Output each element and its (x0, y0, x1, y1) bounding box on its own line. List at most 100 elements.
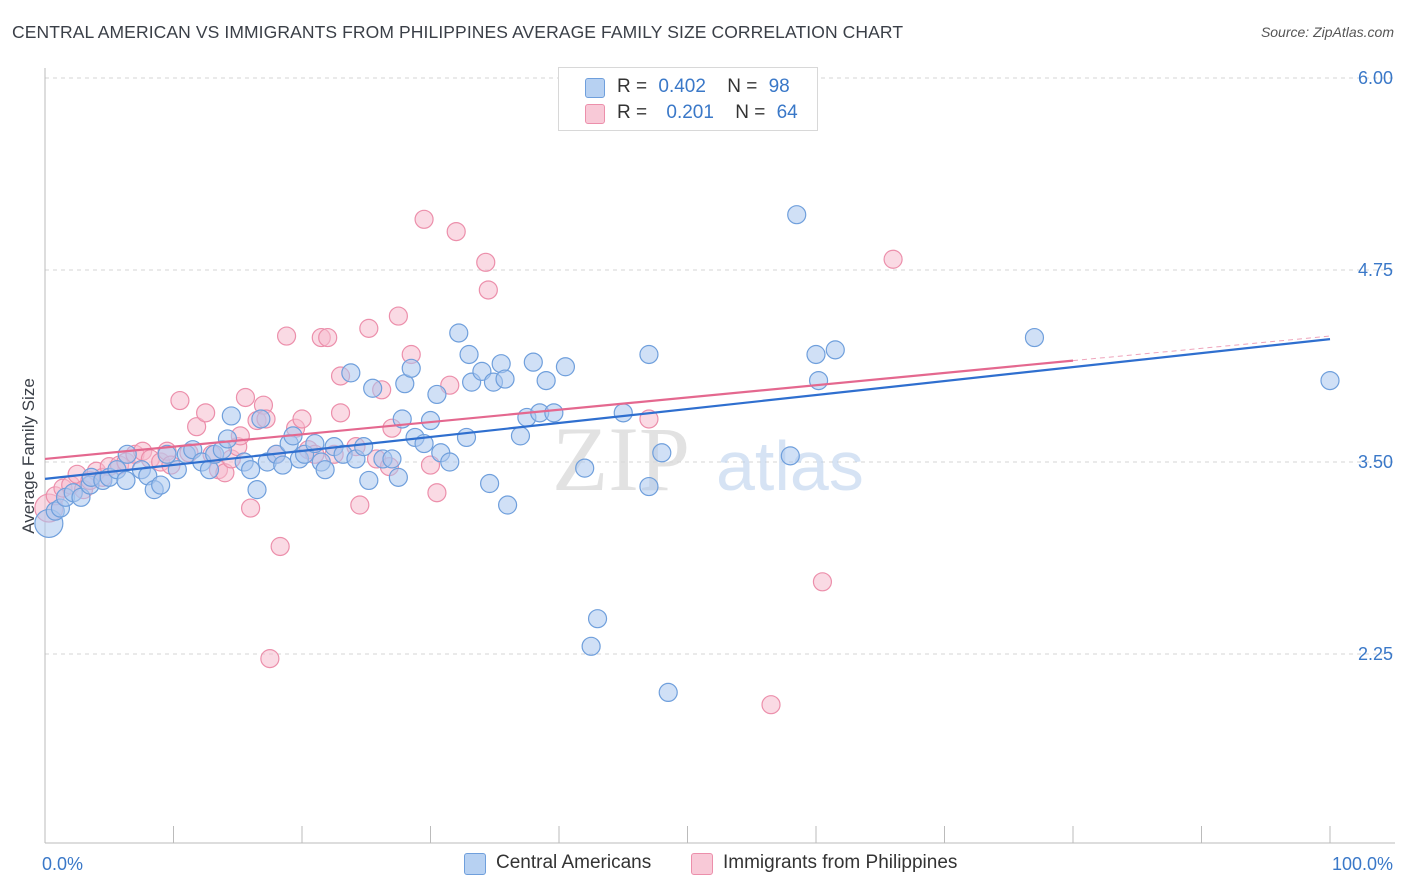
central-american-point-62 (459, 344, 479, 365)
central-american-point-91 (1320, 370, 1340, 391)
philippines-point-61 (478, 280, 498, 300)
central-american-point-74 (536, 370, 556, 391)
philippines-point-47 (350, 495, 370, 515)
y-axis-label: Average Family Size (19, 378, 38, 534)
philippines-point-33 (260, 649, 280, 669)
philippines-point-18 (170, 390, 190, 411)
central-american-point-11 (116, 470, 136, 491)
philippines-point-57 (427, 483, 447, 503)
trend-lines (44, 335, 1331, 480)
central-american-point-28 (241, 460, 261, 480)
central-american-point-79 (581, 636, 601, 656)
bottom-legend-label: Central Americans (496, 852, 652, 873)
legend: R = 0.402 N = 98 R = 0.201 N = 64 (558, 67, 818, 131)
central-american-point-33 (273, 455, 293, 475)
legend-r-label: R = (617, 102, 648, 123)
central-american-point-76 (555, 357, 576, 377)
central-american-point-16 (151, 475, 171, 495)
central-american-point-12 (117, 444, 137, 464)
philippines-point-48 (359, 318, 379, 338)
bottom-legend-label: Immigrants from Philippines (723, 852, 958, 873)
philippines-point-64 (812, 572, 833, 592)
central-american-point-86 (787, 205, 807, 225)
legend-n-value: 64 (776, 102, 798, 123)
central-american-point-80 (613, 403, 633, 423)
philippines-point-55 (414, 209, 434, 229)
central-american-point-83 (652, 443, 672, 463)
central-american-point-65 (480, 473, 500, 494)
central-american-point-59 (440, 452, 460, 472)
central-american-point-82 (639, 476, 659, 497)
central-american-point-26 (221, 406, 241, 426)
x-tick-labels: 0.0% 100.0% (42, 854, 1393, 874)
watermark-zip: ZIP (552, 408, 690, 510)
philippines-point-45 (330, 403, 351, 423)
legend-r-value: 0.201 (666, 102, 714, 123)
central-american-point-84 (658, 682, 678, 703)
central-american-point-90 (1024, 327, 1045, 348)
central-american-point-30 (251, 409, 271, 429)
y-tick-label-2: 4.75 (1358, 260, 1393, 280)
legend-r-label: R = (617, 76, 648, 97)
central-american-point-25 (217, 429, 238, 449)
legend-swatch-blue (585, 78, 605, 98)
central-american-point-49 (382, 449, 402, 469)
chart-title: CENTRAL AMERICAN VS IMMIGRANTS FROM PHIL… (12, 22, 904, 42)
philippines-point-21 (196, 403, 216, 423)
central-american-point-60 (449, 323, 469, 343)
philippines-point-56 (420, 455, 441, 475)
trend-extension-philippines (1072, 335, 1331, 362)
central-american-point-75 (544, 403, 564, 423)
central-american-point-69 (498, 495, 518, 515)
central-american-point-85 (780, 446, 800, 466)
central-american-point-78 (587, 609, 608, 629)
trend-line-philippines (44, 359, 1074, 461)
central-american-point-72 (523, 352, 543, 372)
legend-r-value: 0.402 (658, 76, 706, 97)
y-tick-label-3: 6.00 (1358, 68, 1393, 88)
y-tick-label-1: 3.50 (1358, 452, 1393, 472)
legend-n-label: N = (727, 76, 758, 97)
central-american-point-61 (456, 427, 477, 448)
bottom-legend-swatch-pink (691, 853, 713, 875)
philippines-point-38 (292, 409, 312, 429)
y-tick-labels: 2.25 3.50 4.75 6.00 (1358, 68, 1393, 664)
central-american-point-43 (341, 363, 361, 383)
central-american-point-29 (247, 480, 267, 500)
central-american-point-70 (510, 426, 531, 446)
x-tick-label-0: 0.0% (42, 854, 83, 874)
philippines-point-59 (446, 222, 466, 242)
central-american-point-77 (575, 458, 595, 478)
y-tick-label-0: 2.25 (1358, 644, 1393, 664)
philippines-point-20 (187, 417, 207, 437)
central-american-point-45 (354, 437, 374, 457)
legend-n-label: N = (735, 102, 766, 123)
central-american-point-46 (359, 470, 379, 491)
central-american-point-68 (495, 369, 515, 389)
axes (44, 68, 1395, 844)
watermark-atlas: atlas (716, 427, 864, 505)
central-american-point-40 (315, 460, 335, 480)
grid-lines (45, 77, 1395, 655)
central-american-point-81 (639, 344, 659, 365)
central-american-point-89 (825, 340, 845, 360)
philippines-point-65 (883, 249, 903, 269)
x-tick-label-1: 100.0% (1332, 854, 1393, 874)
central-american-point-88 (808, 370, 829, 391)
philippines-point-28 (235, 387, 256, 408)
legend-n-value: 98 (768, 76, 790, 97)
central-american-point-17 (157, 444, 177, 464)
philippines-point-63 (761, 695, 781, 715)
source-label: Source: ZipAtlas.com (1260, 24, 1394, 40)
philippines-point-35 (270, 536, 290, 557)
philippines-point-43 (318, 327, 338, 348)
central-american-point-47 (363, 378, 383, 398)
central-american-point-87 (806, 344, 826, 365)
legend-swatch-pink (585, 104, 605, 124)
trend-line-central-americans (44, 338, 1331, 480)
philippines-point-60 (476, 252, 496, 272)
bottom-legend-swatch-blue (464, 853, 486, 875)
philippines-point-29 (241, 498, 261, 518)
philippines-point-52 (388, 306, 408, 326)
